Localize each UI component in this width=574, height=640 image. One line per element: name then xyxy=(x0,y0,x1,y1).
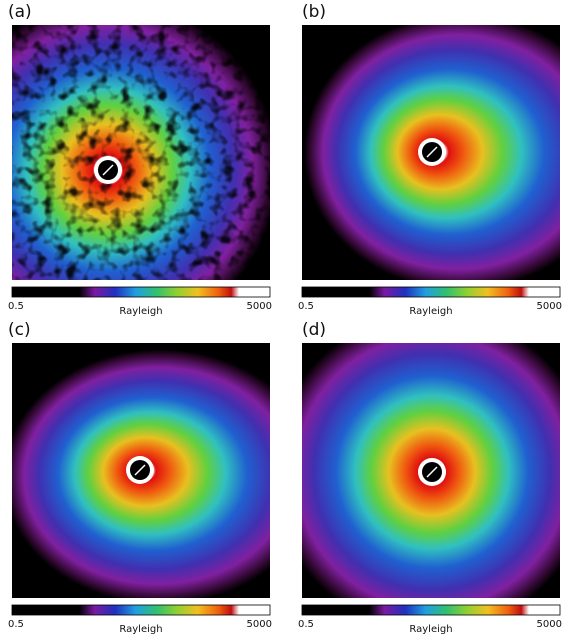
panel-label: (b) xyxy=(302,2,326,22)
panel-label: (a) xyxy=(8,2,32,22)
planet-axis xyxy=(102,164,114,176)
colorbar xyxy=(11,604,271,616)
colorbar xyxy=(11,286,271,298)
colorbar-min: 0.5 xyxy=(298,619,314,630)
panel: (b) 0.5 5000 Rayleigh xyxy=(298,2,562,317)
panel: (c) 0.5 5000 Rayleigh xyxy=(8,320,272,635)
panel: (d) 0.5 5000 Rayleigh xyxy=(298,320,562,635)
colorbar-max: 5000 xyxy=(247,619,272,630)
colorbar-min: 0.5 xyxy=(8,619,24,630)
planet-axis xyxy=(426,466,438,478)
colorbar-max: 5000 xyxy=(537,619,562,630)
colorbar-title: Rayleigh xyxy=(119,624,162,635)
colorbar-max: 5000 xyxy=(537,301,562,312)
panel-label: (d) xyxy=(302,320,326,340)
colorbar-title: Rayleigh xyxy=(409,624,452,635)
colorbar-min: 0.5 xyxy=(8,301,24,312)
planet-axis xyxy=(134,464,146,476)
colorbar-title: Rayleigh xyxy=(409,306,452,317)
planet-axis xyxy=(426,146,438,158)
colorbar xyxy=(301,604,561,616)
colorbar-min: 0.5 xyxy=(298,301,314,312)
panel-label: (c) xyxy=(8,320,31,340)
panel: (a) 0.5 5000 Rayleigh xyxy=(8,2,272,317)
colorbar xyxy=(301,286,561,298)
colorbar-title: Rayleigh xyxy=(119,306,162,317)
colorbar-max: 5000 xyxy=(247,301,272,312)
image-noise xyxy=(12,25,270,280)
